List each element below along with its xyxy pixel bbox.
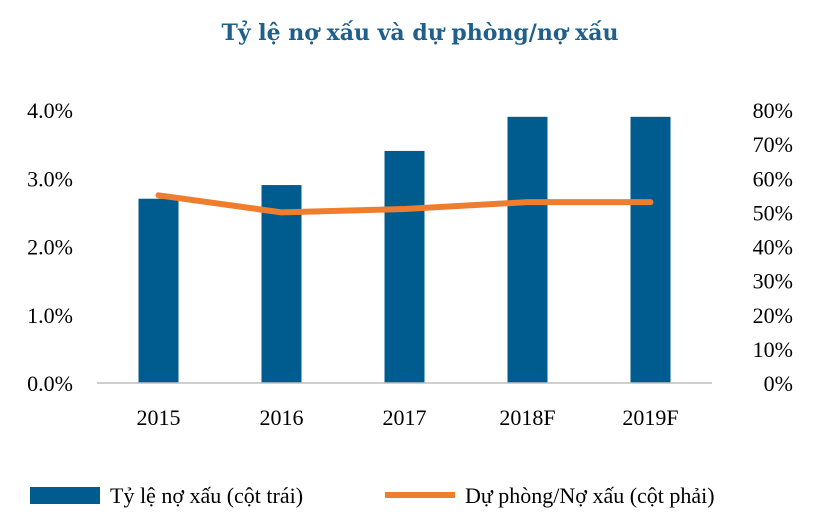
legend: Tỷ lệ nợ xấu (cột trái) Dự phòng/Nợ xấu … bbox=[30, 483, 715, 508]
left-tick-label: 2.0% bbox=[27, 235, 73, 260]
left-tick-label: 1.0% bbox=[27, 303, 73, 328]
right-tick-label: 70% bbox=[753, 132, 793, 157]
right-tick-label: 30% bbox=[753, 269, 793, 294]
bar bbox=[138, 198, 179, 383]
line-series bbox=[155, 192, 654, 216]
bar bbox=[384, 150, 425, 383]
right-tick-label: 10% bbox=[753, 337, 793, 362]
chart-title: Tỷ lệ nợ xấu và dự phòng/nợ xấu bbox=[221, 20, 618, 46]
bar bbox=[507, 116, 548, 383]
left-tick-label: 4.0% bbox=[27, 98, 73, 123]
left-tick-label: 0.0% bbox=[27, 371, 73, 396]
legend-bar-label: Tỷ lệ nợ xấu (cột trái) bbox=[110, 483, 303, 508]
right-tick-label: 0% bbox=[764, 371, 793, 396]
legend-line-label: Dự phòng/Nợ xấu (cột phải) bbox=[465, 483, 715, 508]
right-tick-label: 60% bbox=[753, 166, 793, 191]
right-axis: 0% 10% 20% 30% 40% 50% 60% 70% 80% bbox=[753, 98, 793, 396]
bar-series bbox=[138, 116, 671, 383]
legend-bar-swatch bbox=[30, 487, 100, 504]
bar bbox=[261, 185, 302, 383]
right-tick-label: 80% bbox=[753, 98, 793, 123]
x-axis: 2015 2016 2017 2018F 2019F bbox=[137, 405, 679, 430]
right-tick-label: 50% bbox=[753, 200, 793, 225]
x-tick-label: 2016 bbox=[260, 405, 304, 430]
left-tick-label: 3.0% bbox=[27, 166, 73, 191]
bar bbox=[630, 116, 671, 383]
x-tick-label: 2015 bbox=[137, 405, 181, 430]
right-tick-label: 20% bbox=[753, 303, 793, 328]
right-tick-label: 40% bbox=[753, 235, 793, 260]
x-tick-label: 2019F bbox=[622, 405, 678, 430]
left-axis: 0.0% 1.0% 2.0% 3.0% 4.0% bbox=[27, 98, 73, 396]
x-tick-label: 2018F bbox=[499, 405, 555, 430]
x-tick-label: 2017 bbox=[383, 405, 427, 430]
